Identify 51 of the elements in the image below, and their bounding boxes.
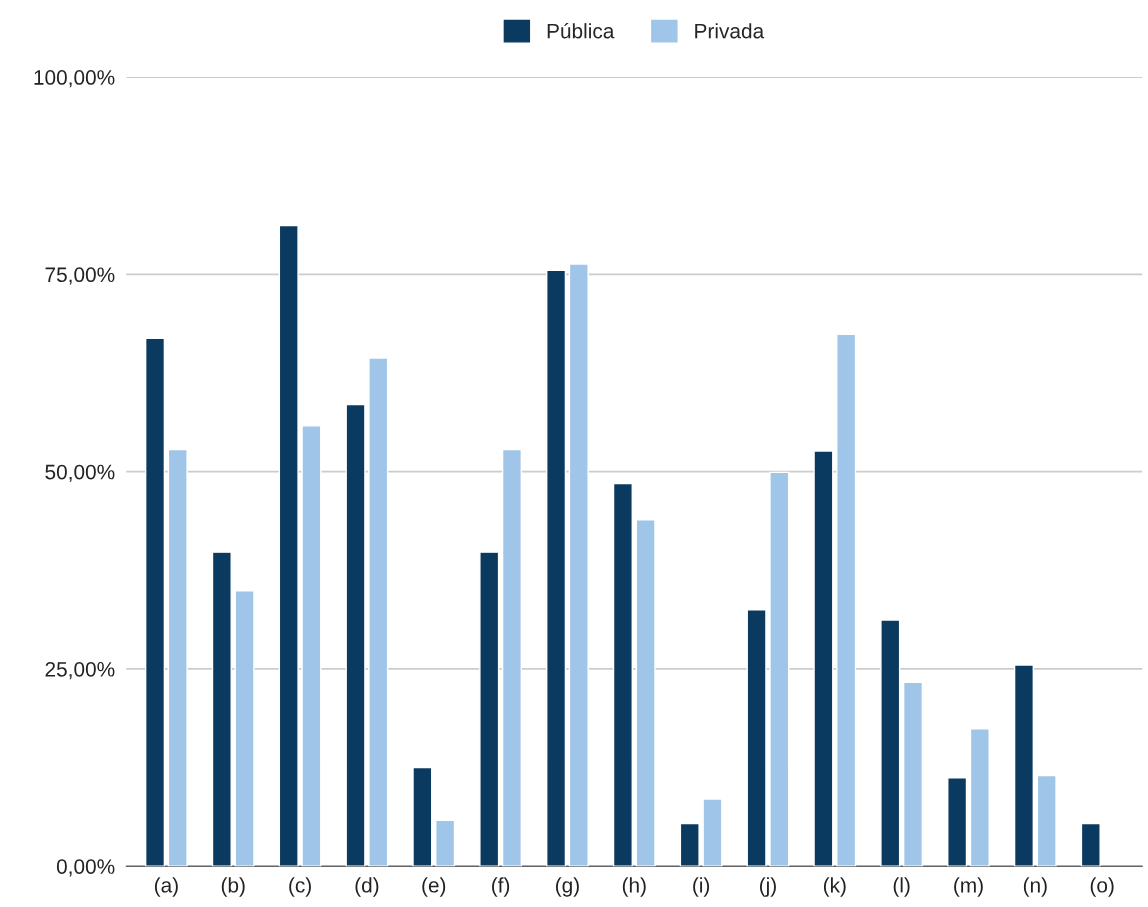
x-tick-label: (h) xyxy=(622,877,646,897)
legend-label: Pública xyxy=(547,22,615,39)
x-tick-label: (o) xyxy=(1090,877,1114,897)
bar xyxy=(969,728,990,867)
bar xyxy=(1080,822,1101,867)
x-tick-label: (j) xyxy=(759,877,776,897)
bar xyxy=(746,609,767,867)
bar xyxy=(301,425,322,867)
x-tick-label: (i) xyxy=(693,877,710,897)
y-tick-label: 100,00% xyxy=(34,70,115,88)
bar xyxy=(234,590,255,867)
x-tick-label: (g) xyxy=(555,877,579,897)
bar xyxy=(144,337,166,867)
bar xyxy=(501,448,523,867)
bar xyxy=(412,766,433,867)
bar xyxy=(612,482,633,867)
y-tick-label: 50,00% xyxy=(45,464,115,482)
bar xyxy=(836,333,857,867)
bar xyxy=(211,551,232,867)
bar xyxy=(813,450,834,867)
bar xyxy=(902,681,924,867)
bar xyxy=(278,224,299,867)
x-tick-label: (e) xyxy=(422,877,446,897)
x-tick-label: (f) xyxy=(492,877,510,897)
bar xyxy=(345,403,366,867)
y-tick-label: 25,00% xyxy=(45,661,115,680)
x-tick-label: (b) xyxy=(221,877,245,897)
legend-label: Privada xyxy=(695,23,765,39)
bar xyxy=(568,263,589,867)
x-tick-label: (c) xyxy=(289,877,311,897)
bar xyxy=(167,448,188,867)
bar xyxy=(702,798,723,867)
x-tick-label: (n) xyxy=(1023,877,1047,897)
bar xyxy=(679,822,700,867)
x-tick-label: (k) xyxy=(823,877,846,897)
x-tick-label: (l) xyxy=(893,877,910,897)
bar xyxy=(1036,774,1057,867)
x-tick-label: (d) xyxy=(355,877,379,897)
x-tick-label: (m) xyxy=(954,877,983,897)
bar xyxy=(1013,664,1035,867)
bar xyxy=(769,471,790,867)
y-tick-label: 75,00% xyxy=(45,267,115,285)
bar xyxy=(880,619,901,867)
bar xyxy=(368,357,389,867)
bar xyxy=(635,519,656,867)
bar xyxy=(947,777,968,867)
y-tick-label: 0,00% xyxy=(56,859,115,877)
x-tick-label: (a) xyxy=(154,877,178,897)
bar xyxy=(435,819,456,867)
bar xyxy=(546,269,567,867)
bar xyxy=(479,551,500,867)
